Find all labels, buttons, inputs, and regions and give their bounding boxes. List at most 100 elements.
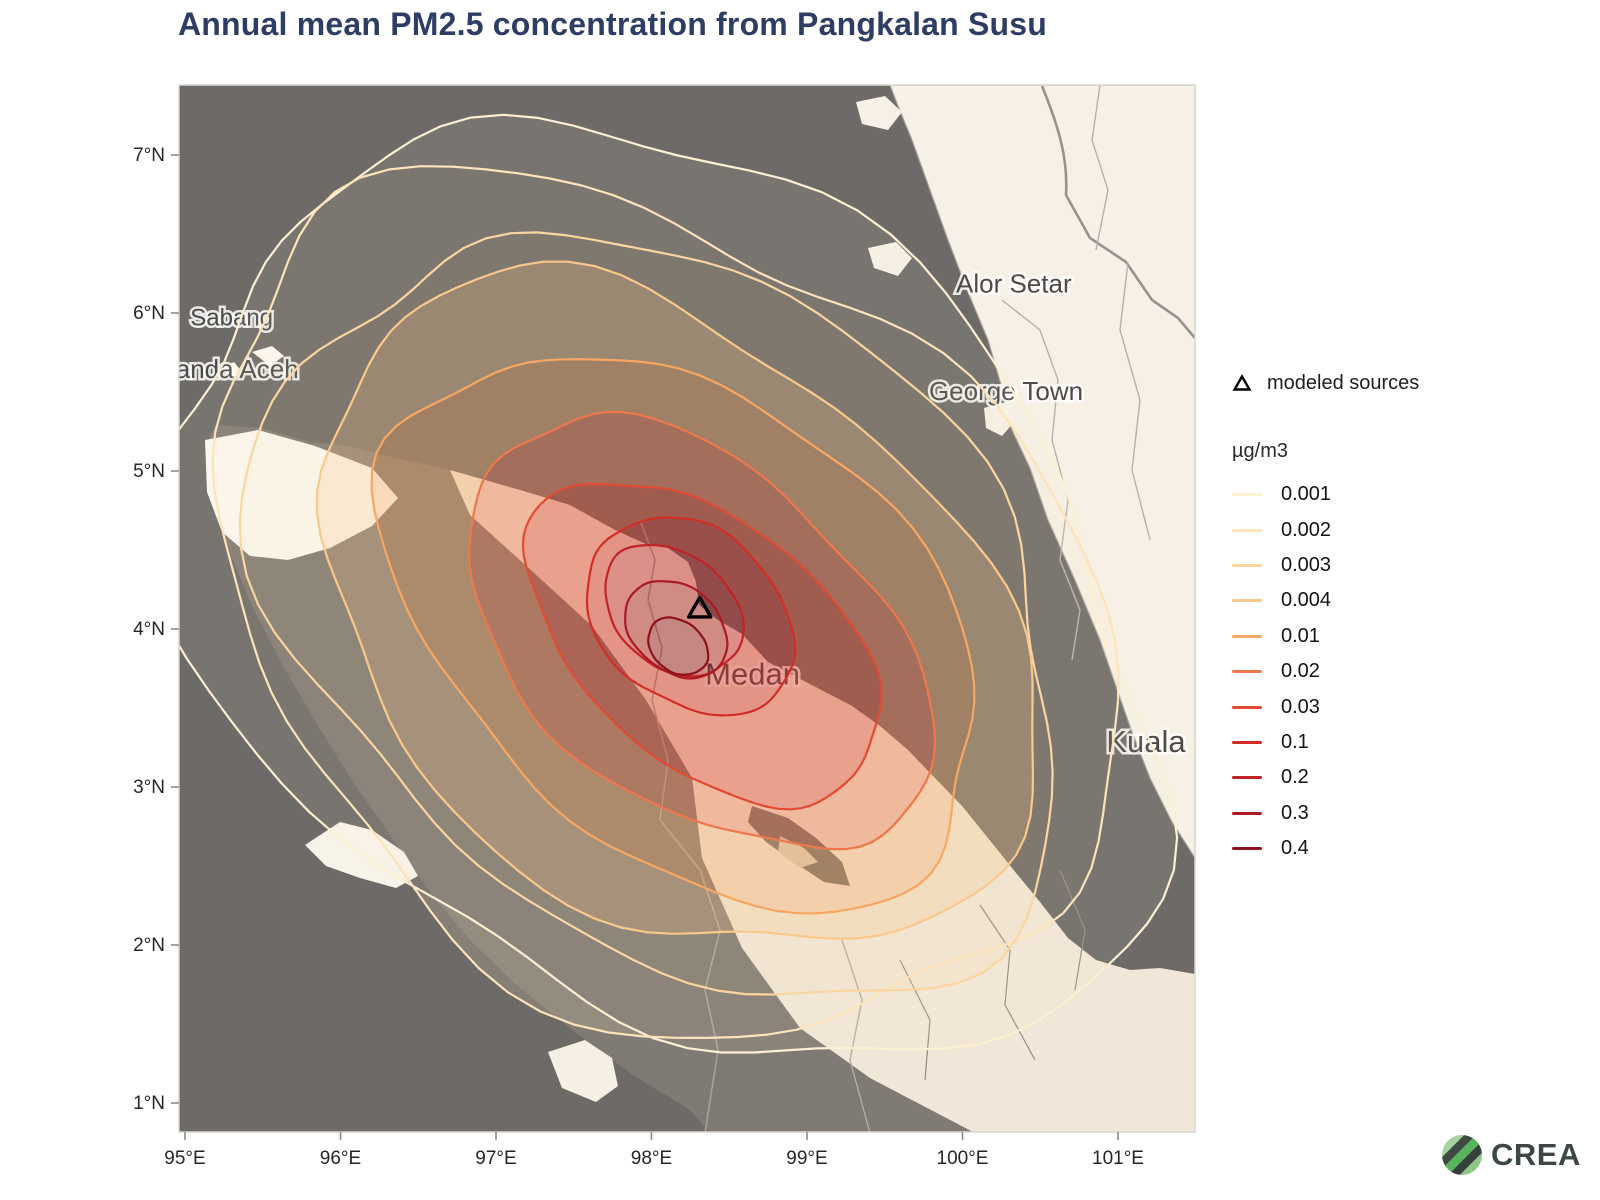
modeled-source-triangle-icon	[1232, 374, 1252, 391]
legend-value-label: 0.001	[1281, 483, 1332, 506]
legend-row-0.02: 0.02	[1232, 654, 1562, 689]
contour-line-0.002	[211, 165, 1120, 1039]
legend-row-0.2: 0.2	[1232, 760, 1562, 795]
contour-band-0.003	[239, 232, 1053, 995]
legend-value-label: 0.03	[1281, 695, 1320, 718]
contour-band-0.4	[648, 617, 709, 675]
y-tick-label: 3°N	[133, 777, 165, 798]
x-tick-label: 95°E	[164, 1148, 205, 1169]
contour-line-0.4	[647, 616, 710, 676]
y-tick-label: 1°N	[133, 1093, 165, 1114]
place-label-george-town: George Town	[929, 376, 1083, 406]
legend: modeled sources µg/m3 0.001 0.002 0.003 0.0…	[1232, 370, 1562, 866]
legend-swatch-0.02	[1232, 670, 1262, 674]
crea-logo: CREA	[1441, 1134, 1581, 1176]
legend-swatch-0.01	[1232, 634, 1262, 638]
legend-value-label: 0.02	[1281, 660, 1320, 683]
contour-line-0.004	[315, 260, 1034, 940]
x-tick-label: 98°E	[631, 1148, 672, 1169]
x-tick-label: 99°E	[786, 1148, 827, 1169]
contour-line-0.02	[468, 410, 937, 851]
border-malaysia-state-3	[1119, 261, 1151, 541]
legend-unit-label: µg/m3	[1232, 440, 1288, 462]
x-tick-label: 101°E	[1092, 1148, 1144, 1169]
contour-line-0.003	[238, 231, 1054, 996]
legend-row-0.003: 0.003	[1232, 548, 1562, 583]
legend-value-label: 0.01	[1281, 624, 1320, 647]
legend-row-0.01: 0.01	[1232, 619, 1562, 654]
place-label-alor-setar: Alor Setar	[956, 268, 1072, 298]
legend-row-0.001: 0.001	[1232, 477, 1562, 512]
legend-row-0.03: 0.03	[1232, 689, 1562, 724]
legend-swatch-0.03	[1232, 705, 1262, 709]
x-tick-label: 97°E	[475, 1148, 516, 1169]
y-tick-label: 5°N	[133, 461, 165, 482]
legend-marker-row: modeled sources	[1232, 370, 1562, 396]
legend-swatch-0.3	[1232, 811, 1262, 815]
border-thailand-malaysia	[1040, 85, 1195, 339]
place-label-medan: Medan	[705, 656, 800, 691]
contour-line-0.1	[585, 516, 797, 717]
river-2	[1059, 869, 1086, 991]
island-penang	[984, 402, 1016, 436]
contour-band-0.1	[587, 517, 796, 716]
contour-band-0.03	[522, 483, 882, 810]
banda-aceh-lowland	[205, 430, 398, 560]
place-label-kuala: Kuala	[1106, 724, 1186, 759]
y-tick-label: 2°N	[133, 935, 165, 956]
island-strait	[868, 242, 912, 276]
legend-value-label: 0.003	[1281, 553, 1332, 576]
x-tick-label: 100°E	[937, 1148, 989, 1169]
legend-swatch-0.4	[1232, 847, 1262, 851]
legend-value-label: 0.3	[1281, 801, 1309, 824]
island-weh	[252, 346, 284, 366]
contour-band-0.2	[605, 545, 744, 679]
legend-row-0.002: 0.002	[1232, 512, 1562, 547]
legend-row-0.4: 0.4	[1232, 831, 1562, 866]
legend-swatch-0.001	[1232, 493, 1262, 497]
legend-value-label: 0.002	[1281, 518, 1332, 541]
legend-row-0.1: 0.1	[1232, 725, 1562, 760]
river-3	[899, 959, 931, 1081]
legend-swatch-0.002	[1232, 528, 1262, 532]
contour-band-0.001	[179, 114, 1178, 1053]
crea-logo-text: CREA	[1491, 1137, 1581, 1172]
legend-swatch-0.004	[1232, 599, 1262, 603]
legend-swatch-0.1	[1232, 740, 1262, 744]
contour-line-0.01	[370, 358, 976, 915]
y-tick-label: 4°N	[133, 619, 165, 640]
y-tick-label: 7°N	[133, 145, 165, 166]
legend-value-label: 0.004	[1281, 589, 1332, 612]
legend-marker-label: modeled sources	[1267, 371, 1420, 394]
legend-swatch-0.003	[1232, 563, 1262, 567]
border-sumatra-east	[841, 939, 871, 1132]
contour-line-0.3	[624, 580, 729, 680]
river-1	[979, 904, 1036, 1061]
contour-band-0.004	[317, 261, 1033, 939]
contour-line-0.03	[521, 482, 883, 811]
legend-value-label: 0.2	[1281, 766, 1309, 789]
map-frame	[178, 84, 1196, 1133]
border-aceh-north-sumatra	[639, 519, 721, 1132]
island-langkawi	[856, 96, 902, 130]
x-tick-label: 96°E	[320, 1148, 361, 1169]
contour-band-0.01	[371, 359, 975, 914]
crea-logo-icon	[1441, 1134, 1483, 1176]
source-marker-triangle	[687, 595, 713, 619]
legend-value-label: 0.1	[1281, 730, 1309, 753]
contour-band-0.002	[212, 166, 1119, 1038]
place-label-banda-aceh: Banda Aceh	[158, 354, 298, 384]
legend-value-label: 0.4	[1281, 837, 1309, 860]
page-title: Annual mean PM2.5 concentration from Pan…	[178, 6, 1048, 42]
island-nias	[548, 1040, 618, 1102]
samosir-island	[778, 836, 818, 868]
contour-line-0.001	[179, 113, 1179, 1054]
legend-row-0.004: 0.004	[1232, 583, 1562, 618]
legend-swatch-0.2	[1232, 776, 1262, 780]
border-malaysia-state-1	[1001, 299, 1081, 661]
contour-band-0.3	[625, 581, 728, 679]
legend-levels: 0.001 0.002 0.003 0.004 0.01 0.02 0.03 0.1 0.2 0.…	[1232, 477, 1562, 866]
border-malaysia-state-2	[1091, 85, 1109, 251]
